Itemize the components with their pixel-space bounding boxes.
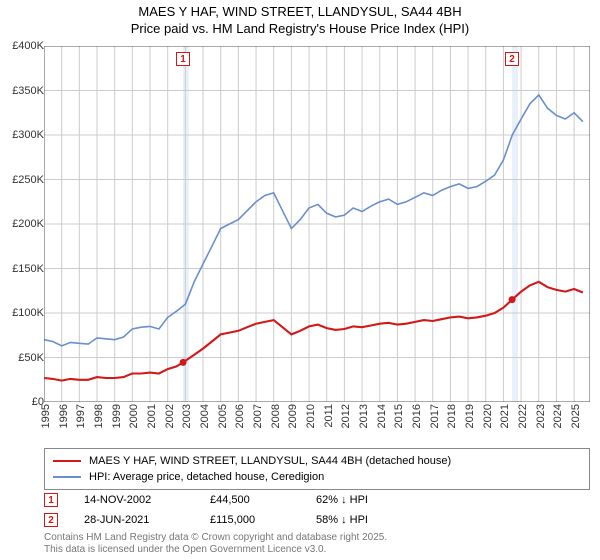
chart-sale-marker: 1 bbox=[176, 52, 190, 66]
x-tick-label: 2003 bbox=[181, 404, 193, 428]
y-tick-label: £200K bbox=[12, 218, 44, 230]
x-tick-label: 2015 bbox=[393, 404, 405, 428]
y-tick-label: £50K bbox=[18, 352, 44, 364]
legend-row: MAES Y HAF, WIND STREET, LLANDYSUL, SA44… bbox=[53, 453, 581, 469]
sales-table: 1 14-NOV-2002 £44,500 62% ↓ HPI 2 28-JUN-2021… bbox=[44, 490, 590, 530]
x-tick-label: 2016 bbox=[411, 404, 423, 428]
chart-container: MAES Y HAF, WIND STREET, LLANDYSUL, SA44… bbox=[0, 0, 600, 560]
sale-pct-vs-hpi: 62% ↓ HPI bbox=[316, 494, 416, 506]
x-tick-label: 2002 bbox=[164, 404, 176, 428]
x-tick-label: 2022 bbox=[517, 404, 529, 428]
x-tick-label: 2024 bbox=[552, 404, 564, 428]
x-tick-label: 2010 bbox=[305, 404, 317, 428]
x-tick-label: 2018 bbox=[446, 404, 458, 428]
legend-label: MAES Y HAF, WIND STREET, LLANDYSUL, SA44… bbox=[89, 455, 451, 467]
y-tick-label: £150K bbox=[12, 263, 44, 275]
sale-pct-vs-hpi: 58% ↓ HPI bbox=[316, 514, 416, 526]
sale-price: £44,500 bbox=[210, 494, 290, 506]
y-tick-label: £400K bbox=[12, 40, 44, 52]
x-tick-label: 2011 bbox=[323, 404, 335, 428]
x-tick-label: 2017 bbox=[429, 404, 441, 428]
sale-price: £115,000 bbox=[210, 514, 290, 526]
legend-row: HPI: Average price, detached house, Cere… bbox=[53, 469, 581, 485]
x-tick-label: 2025 bbox=[570, 404, 582, 428]
x-tick-label: 2020 bbox=[482, 404, 494, 428]
x-tick-label: 2014 bbox=[376, 404, 388, 428]
x-tick-label: 2019 bbox=[464, 404, 476, 428]
chart-title-line1: MAES Y HAF, WIND STREET, LLANDYSUL, SA44… bbox=[0, 4, 600, 21]
x-tick-label: 2009 bbox=[287, 404, 299, 428]
x-tick-label: 1997 bbox=[75, 404, 87, 428]
legend-box: MAES Y HAF, WIND STREET, LLANDYSUL, SA44… bbox=[44, 448, 590, 490]
chart-title-block: MAES Y HAF, WIND STREET, LLANDYSUL, SA44… bbox=[0, 0, 600, 38]
legend-swatch bbox=[53, 460, 81, 462]
sale-date: 14-NOV-2002 bbox=[84, 494, 184, 506]
sale-marker-box: 2 bbox=[44, 513, 58, 527]
x-tick-label: 1998 bbox=[93, 404, 105, 428]
sale-row: 1 14-NOV-2002 £44,500 62% ↓ HPI bbox=[44, 490, 590, 510]
x-tick-label: 2007 bbox=[252, 404, 264, 428]
footer-line1: Contains HM Land Registry data © Crown c… bbox=[44, 532, 387, 544]
x-tick-label: 1999 bbox=[111, 404, 123, 428]
chart-svg bbox=[44, 46, 590, 402]
sale-date: 28-JUN-2021 bbox=[84, 514, 184, 526]
chart-plot-area bbox=[44, 46, 590, 402]
chart-title-line2: Price paid vs. HM Land Registry's House … bbox=[0, 21, 600, 38]
x-tick-label: 2001 bbox=[146, 404, 158, 428]
sale-marker-box: 1 bbox=[44, 493, 58, 507]
x-tick-label: 2004 bbox=[199, 404, 211, 428]
sale-row: 2 28-JUN-2021 £115,000 58% ↓ HPI bbox=[44, 510, 590, 530]
x-tick-label: 2005 bbox=[217, 404, 229, 428]
y-tick-label: £100K bbox=[12, 307, 44, 319]
x-tick-label: 2006 bbox=[234, 404, 246, 428]
x-tick-label: 1995 bbox=[40, 404, 52, 428]
y-tick-label: £250K bbox=[12, 174, 44, 186]
y-tick-label: £300K bbox=[12, 129, 44, 141]
x-tick-label: 1996 bbox=[58, 404, 70, 428]
footer-line2: This data is licensed under the Open Gov… bbox=[44, 544, 387, 556]
legend-label: HPI: Average price, detached house, Cere… bbox=[89, 471, 324, 483]
y-tick-label: £350K bbox=[12, 85, 44, 97]
footer-attribution: Contains HM Land Registry data © Crown c… bbox=[44, 532, 387, 555]
chart-sale-marker: 2 bbox=[505, 52, 519, 66]
legend-swatch bbox=[53, 476, 81, 478]
x-tick-label: 2023 bbox=[535, 404, 547, 428]
x-tick-label: 2000 bbox=[128, 404, 140, 428]
x-tick-label: 2008 bbox=[270, 404, 282, 428]
x-tick-label: 2013 bbox=[358, 404, 370, 428]
x-tick-label: 2021 bbox=[499, 404, 511, 428]
x-tick-label: 2012 bbox=[340, 404, 352, 428]
